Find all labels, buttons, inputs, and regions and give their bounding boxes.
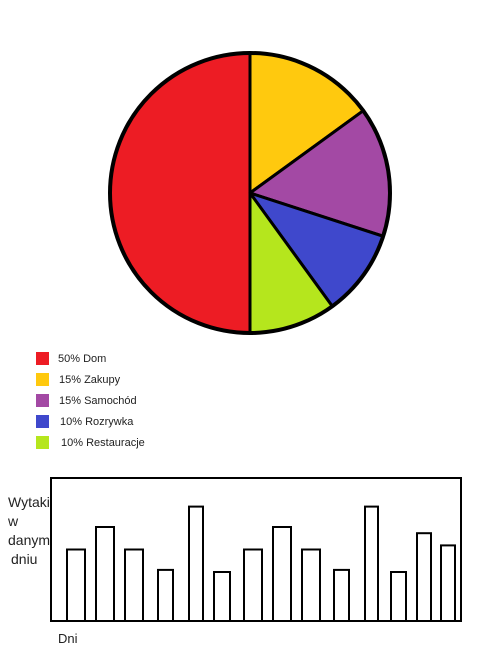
bar [157, 568, 174, 623]
legend-swatch [36, 373, 49, 386]
legend-label: 15% Samochód [59, 395, 137, 407]
pie-outline [108, 51, 392, 335]
bar-chart-x-label: Dni [58, 631, 78, 646]
legend-swatch [36, 415, 49, 428]
legend-label: 10% Restauracje [61, 437, 145, 449]
bar [95, 526, 115, 622]
bar-chart-y-label: Wytaki w danym dniu [8, 493, 58, 569]
bar [124, 548, 144, 622]
legend-label: 10% Rozrywka [60, 416, 134, 428]
bar [188, 505, 204, 623]
pie-chart [108, 51, 392, 335]
bar [243, 548, 263, 622]
legend-swatch [36, 436, 49, 449]
bar [390, 571, 407, 622]
legend-label: 15% Zakupy [59, 374, 121, 386]
y-label-line: Wytaki [8, 494, 50, 510]
legend-swatch [36, 352, 49, 365]
bar [440, 544, 456, 623]
bar [333, 568, 350, 623]
bar [364, 505, 379, 623]
y-label-line: dniu [11, 551, 38, 567]
bar [301, 548, 321, 622]
bar [416, 532, 432, 623]
y-label-line: w [8, 513, 19, 529]
bar [66, 548, 86, 622]
legend-label: 50% Dom [58, 353, 107, 365]
bar [272, 526, 292, 622]
bar [213, 571, 231, 622]
y-label-line: danym [8, 532, 51, 548]
legend-swatch [36, 394, 49, 407]
